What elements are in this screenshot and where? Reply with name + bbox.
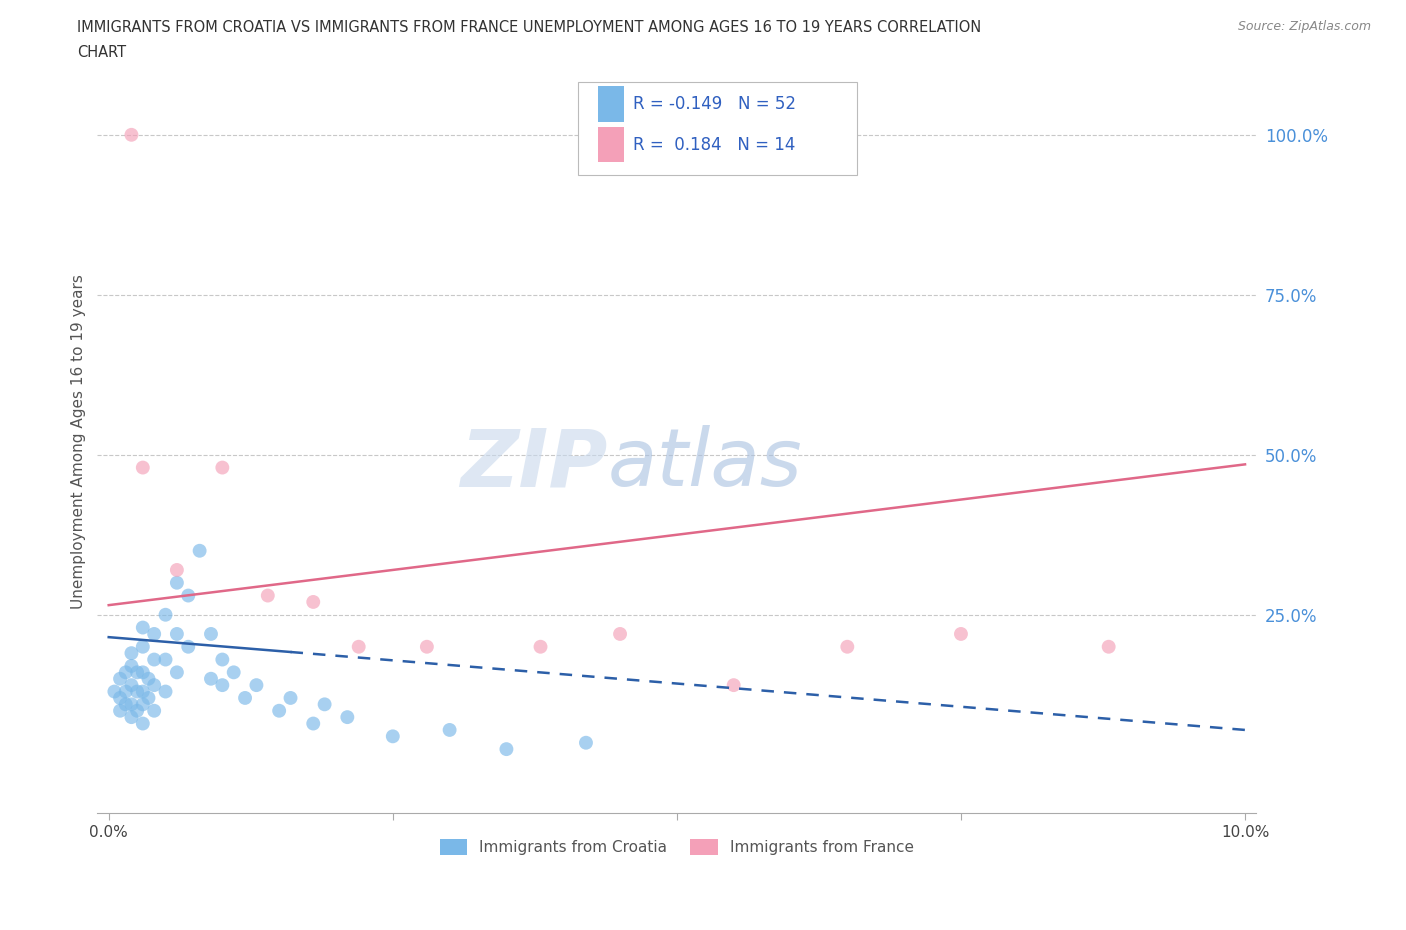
- Point: [120, 678, 142, 693]
- Point: [114, 697, 136, 711]
- Point: [200, 671, 222, 686]
- Text: IMMIGRANTS FROM CROATIA VS IMMIGRANTS FROM FRANCE UNEMPLOYMENT AMONG AGES 16 TO : IMMIGRANTS FROM CROATIA VS IMMIGRANTS FR…: [77, 20, 981, 35]
- Text: Source: ZipAtlas.com: Source: ZipAtlas.com: [1237, 20, 1371, 33]
- Point: [949, 627, 972, 642]
- Point: [120, 658, 142, 673]
- Point: [837, 639, 859, 654]
- Bar: [598, 86, 623, 122]
- FancyBboxPatch shape: [578, 82, 856, 175]
- Point: [132, 697, 155, 711]
- Point: [269, 703, 291, 718]
- Point: [575, 736, 598, 751]
- Point: [143, 652, 166, 667]
- Point: [166, 563, 188, 578]
- Point: [347, 639, 370, 654]
- Point: [155, 607, 177, 622]
- Point: [211, 652, 233, 667]
- Point: [127, 665, 149, 680]
- Point: [155, 652, 177, 667]
- Text: CHART: CHART: [77, 45, 127, 60]
- Point: [114, 684, 136, 699]
- Point: [336, 710, 359, 724]
- Point: [108, 690, 131, 705]
- Point: [108, 671, 131, 686]
- Point: [211, 678, 233, 693]
- Point: [439, 723, 461, 737]
- Point: [155, 684, 177, 699]
- Point: [166, 665, 188, 680]
- Point: [245, 678, 267, 693]
- Point: [609, 627, 631, 642]
- Point: [302, 594, 325, 609]
- Point: [177, 639, 200, 654]
- Point: [103, 684, 125, 699]
- Point: [222, 665, 245, 680]
- Point: [138, 671, 160, 686]
- Point: [120, 127, 142, 142]
- Point: [108, 703, 131, 718]
- Point: [143, 678, 166, 693]
- Point: [1098, 639, 1121, 654]
- Point: [302, 716, 325, 731]
- Point: [127, 703, 149, 718]
- Point: [114, 665, 136, 680]
- Point: [177, 588, 200, 603]
- Point: [132, 460, 155, 475]
- Point: [314, 697, 336, 711]
- Point: [495, 742, 517, 757]
- Point: [280, 690, 302, 705]
- Text: R = -0.149   N = 52: R = -0.149 N = 52: [633, 95, 796, 113]
- Point: [120, 710, 142, 724]
- Point: [120, 645, 142, 660]
- Point: [132, 665, 155, 680]
- Text: atlas: atlas: [607, 425, 801, 503]
- Point: [143, 703, 166, 718]
- Point: [233, 690, 256, 705]
- Point: [166, 627, 188, 642]
- Point: [143, 627, 166, 642]
- Point: [200, 627, 222, 642]
- Point: [256, 588, 278, 603]
- Point: [120, 697, 142, 711]
- Point: [188, 543, 211, 558]
- Y-axis label: Unemployment Among Ages 16 to 19 years: Unemployment Among Ages 16 to 19 years: [72, 274, 86, 609]
- Point: [723, 678, 745, 693]
- Text: R =  0.184   N = 14: R = 0.184 N = 14: [633, 136, 796, 153]
- Point: [132, 716, 155, 731]
- Bar: [598, 126, 623, 163]
- Point: [127, 684, 149, 699]
- Point: [211, 460, 233, 475]
- Point: [132, 684, 155, 699]
- Point: [138, 690, 160, 705]
- Text: ZIP: ZIP: [460, 425, 607, 503]
- Point: [132, 639, 155, 654]
- Point: [166, 576, 188, 591]
- Point: [132, 620, 155, 635]
- Point: [381, 729, 404, 744]
- Point: [529, 639, 551, 654]
- Point: [416, 639, 439, 654]
- Legend: Immigrants from Croatia, Immigrants from France: Immigrants from Croatia, Immigrants from…: [433, 833, 920, 861]
